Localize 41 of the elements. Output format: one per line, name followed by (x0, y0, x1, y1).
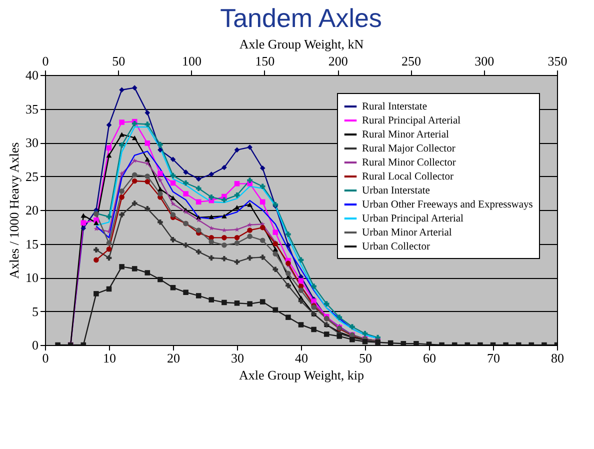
x2-tick-label: 250 (401, 54, 421, 68)
y-tick-label: 40 (26, 68, 38, 82)
legend-label: Urban Minor Arterial (362, 228, 452, 238)
x2-tick-label: 0 (42, 54, 49, 68)
x2-axis-title: Axle Group Weight, kN (239, 36, 364, 52)
y-tick-label: 5 (32, 304, 38, 319)
y-tick-label: 30 (26, 135, 38, 150)
x2-tick-label: 300 (474, 54, 494, 68)
x-tick-label: 30 (231, 350, 244, 366)
x2-tick-label: 100 (182, 54, 202, 68)
y-axis-title: Axles / 1000 Heavy Axles (6, 142, 22, 279)
legend-label: Urban Collector (362, 242, 430, 252)
y-tick-label: 25 (26, 168, 38, 184)
x-tick-label: 60 (423, 350, 436, 366)
legend-label: Rural Principal Arterial (362, 116, 461, 126)
x2-tick-label: 50 (112, 54, 126, 68)
x-tick-label: 10 (103, 350, 116, 366)
legend-label: Urban Principal Arterial (362, 214, 464, 224)
x-tick-label: 70 (487, 350, 500, 366)
x-tick-label: 20 (167, 350, 180, 366)
x2-tick-label: 200 (328, 54, 348, 68)
legend-label: Rural Major Collector (362, 144, 456, 154)
legend-label: Rural Minor Arterial (362, 130, 449, 140)
legend-label: Rural Local Collector (362, 172, 454, 182)
x2-tick-label: 150 (255, 54, 275, 68)
x-tick-label: 40 (295, 350, 308, 366)
legend-label: Urban Interstate (362, 186, 430, 196)
x-tick-label: 80 (551, 350, 564, 366)
x-axis-title: Axle Group Weight, kip (238, 368, 364, 382)
y-tick-label: 10 (26, 270, 38, 285)
x-tick-label: 50 (359, 350, 372, 366)
y-tick-label: 15 (26, 236, 38, 252)
legend-label: Rural Minor Collector (362, 158, 456, 168)
x2-tick-label: 350 (548, 54, 568, 68)
chart-title: Tandem Axles (220, 3, 382, 33)
y-tick-label: 0 (32, 338, 38, 352)
y-tick-label: 35 (26, 101, 38, 116)
legend-label: Rural Interstate (362, 102, 428, 112)
y-tick-label: 20 (26, 202, 38, 218)
legend-label: Urban Other Freeways and Expressways (362, 200, 533, 210)
x-tick-label: 0 (42, 350, 49, 366)
